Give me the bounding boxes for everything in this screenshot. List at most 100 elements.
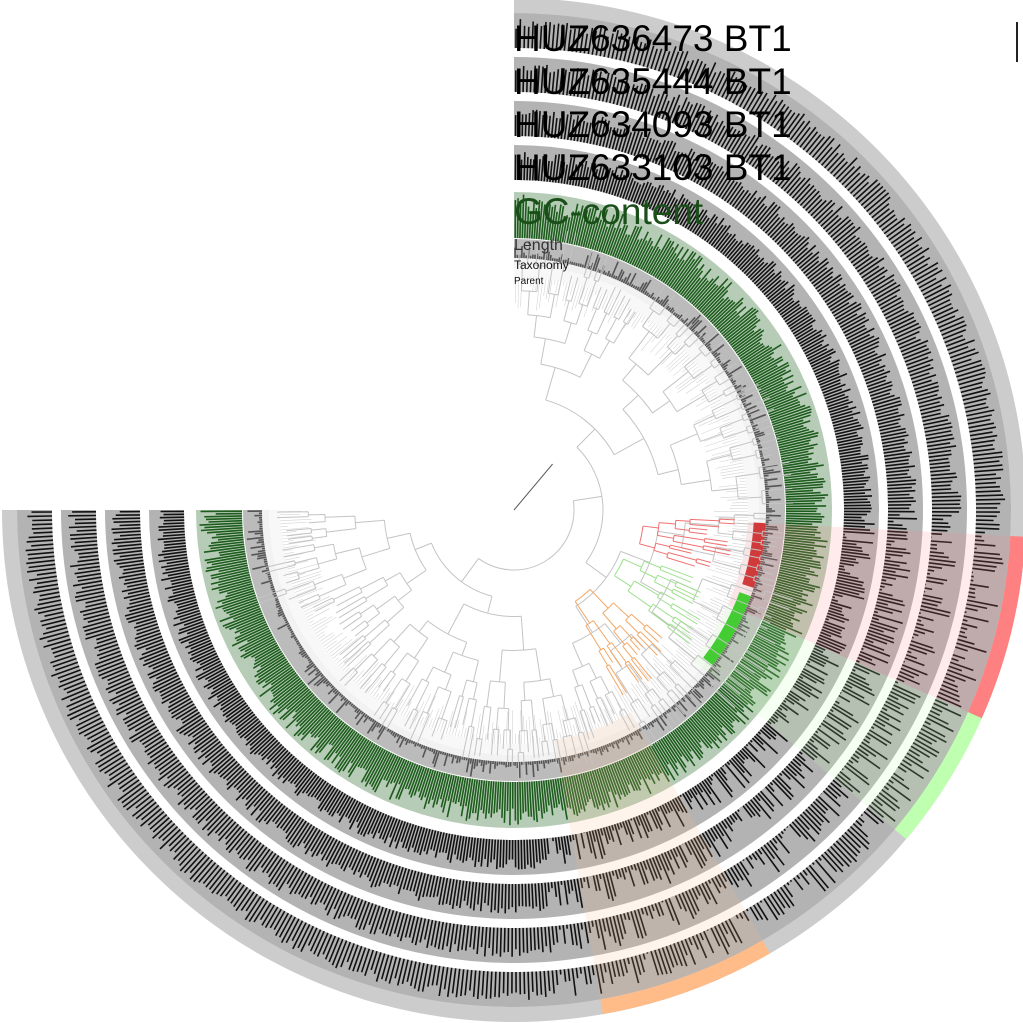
dendrogram-branch xyxy=(473,737,483,757)
dendrogram-branch xyxy=(560,231,577,266)
dendrogram-branch xyxy=(674,519,691,531)
dendrogram-branch xyxy=(563,300,584,325)
layer-labels: HUZ636473 BT1 HUZ635444 BT1 HUZ634093 BT… xyxy=(514,18,792,287)
dendrogram-branch xyxy=(351,620,369,637)
dendrogram-branch xyxy=(462,725,475,759)
dendrogram-branch xyxy=(447,603,525,651)
dendrogram-branch xyxy=(671,588,696,605)
bin-strip-0 xyxy=(742,522,766,588)
dendrogram-branch xyxy=(735,472,763,499)
dendrogram-branch xyxy=(576,428,607,578)
layer-label-huz636473: HUZ636473 BT1 xyxy=(514,18,792,59)
dendrogram-leaves xyxy=(279,275,749,745)
dendrogram-branch xyxy=(628,331,673,376)
dendrogram-branch xyxy=(644,688,662,707)
dendrogram-branch xyxy=(648,603,675,627)
dendrogram-branch xyxy=(578,277,597,307)
dendrogram-branch xyxy=(750,615,771,630)
dendrogram-branch xyxy=(716,605,753,635)
dendrogram-branch xyxy=(668,544,693,554)
dendrogram-branch xyxy=(425,666,452,690)
dendrogram-branch xyxy=(574,684,592,711)
dendrogram-branch xyxy=(615,664,650,702)
dendrogram-branch xyxy=(531,729,540,759)
dendrogram-branch xyxy=(651,578,698,630)
dendrogram-branch xyxy=(298,593,321,609)
dendrogram-branch xyxy=(377,670,396,692)
dendrogram-branch xyxy=(761,487,794,505)
dendrogram-branch xyxy=(614,558,642,587)
dendrogram-branch xyxy=(387,532,427,584)
dendrogram-branch xyxy=(741,402,775,422)
dendrogram-branch xyxy=(533,315,572,344)
dendrogram-branch xyxy=(692,578,731,615)
bin-overlay-2 xyxy=(554,712,763,1000)
dendrogram-branch xyxy=(733,514,754,525)
dendrogram-branch xyxy=(718,671,746,695)
dendrogram-branch xyxy=(414,542,493,614)
dendrogram-branch xyxy=(761,530,786,539)
bin-outer-band-2 xyxy=(600,940,770,1015)
dendrogram-branch xyxy=(760,539,777,548)
dendrogram-branch xyxy=(622,394,679,476)
dendrogram-branch xyxy=(741,628,776,655)
dendrogram-branch xyxy=(757,606,774,619)
dendrogram-branch xyxy=(354,653,379,678)
dendrogram-branch xyxy=(294,557,320,575)
dendrogram-branch xyxy=(426,686,452,720)
dendrogram-branch xyxy=(753,512,777,520)
bars-coverage xyxy=(25,19,1006,1000)
dendrogram-branch xyxy=(461,679,478,700)
dendrogram-branch xyxy=(360,576,389,599)
dendrogram-branch xyxy=(674,581,701,598)
dendrogram-branch xyxy=(308,513,326,524)
dendrogram-branch xyxy=(598,647,614,666)
dendrogram-branch xyxy=(738,563,757,579)
dendrogram-branch xyxy=(339,611,363,630)
dendrogram-branch xyxy=(574,589,609,624)
dendrogram-branch xyxy=(462,697,478,727)
dendrogram-branch xyxy=(666,551,697,567)
dendrogram-branch xyxy=(638,720,658,747)
dendrogram-branch xyxy=(656,671,677,693)
dendrogram-branch xyxy=(669,660,700,690)
dendrogram-branch xyxy=(285,580,317,600)
dendrogram-branch xyxy=(726,583,764,610)
dendrogram-branch xyxy=(449,695,464,729)
bin-outer-band-1 xyxy=(894,712,982,840)
dendrogram-branch xyxy=(523,678,555,701)
bin-overlay-0 xyxy=(727,522,1011,713)
dendrogram-branch xyxy=(521,264,541,293)
dendrogram-branch xyxy=(571,623,622,667)
bin-overlay-1 xyxy=(693,605,969,830)
dendrogram-branch xyxy=(698,331,726,357)
dendrogram-branch xyxy=(518,243,530,266)
dendrogram-branch xyxy=(520,699,535,731)
dendrogram-branch xyxy=(653,574,677,592)
dendrogram-branch xyxy=(577,731,593,765)
dendrogram-branch xyxy=(642,624,663,643)
dendrogram-branch xyxy=(705,634,738,663)
bars-coverage xyxy=(111,109,918,914)
dendrogram-branch xyxy=(286,527,313,537)
dendrogram-branch xyxy=(364,619,390,644)
dendrogram-branch xyxy=(695,558,711,567)
dendrogram-branch xyxy=(542,722,555,742)
dendrogram-branch xyxy=(589,675,610,699)
dendrogram-root xyxy=(513,463,553,511)
layer-label-length: Length xyxy=(514,237,563,254)
dendrogram-branch xyxy=(495,707,510,730)
dendrogram-branch xyxy=(583,251,598,279)
dendrogram-branch xyxy=(701,380,725,403)
dendrogram-branch xyxy=(758,461,792,479)
dendrogram-branch xyxy=(688,527,708,535)
dendrogram-branch xyxy=(276,511,309,519)
dendrogram-branch xyxy=(754,446,773,459)
dendrogram-branch xyxy=(592,286,608,311)
dendrogram-branch xyxy=(613,295,631,320)
dendrogram-branch xyxy=(343,641,372,667)
dendrogram-branch xyxy=(409,710,430,744)
bin-outer-band-0 xyxy=(968,536,1023,719)
